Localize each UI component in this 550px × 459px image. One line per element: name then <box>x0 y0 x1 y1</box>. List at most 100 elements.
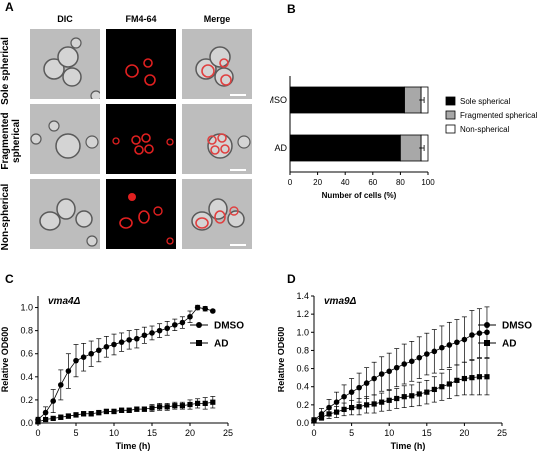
x-axis-label: Time (h) <box>116 441 151 451</box>
data-point <box>431 386 437 393</box>
data-point <box>469 332 475 338</box>
row-label-non-spherical: Non-spherical <box>0 182 24 252</box>
data-point <box>318 414 325 421</box>
merge-image-sole-spherical <box>182 29 252 99</box>
data-point <box>379 399 385 405</box>
legend-label: Sole spherical <box>460 97 510 106</box>
y-tick-label: 0.6 <box>296 364 309 374</box>
data-point <box>81 411 87 417</box>
legend-label: DMSO <box>502 321 532 332</box>
y-tick-label: 1.4 <box>296 291 309 301</box>
data-point <box>134 406 140 412</box>
data-point <box>439 344 445 351</box>
data-point <box>348 389 355 395</box>
fm4-64-image-non-spherical <box>106 179 176 249</box>
data-point <box>179 319 186 326</box>
data-point <box>141 332 148 339</box>
data-point <box>88 350 94 357</box>
data-point <box>156 327 163 334</box>
data-point <box>210 308 216 314</box>
legend-label: Fragmented spherical <box>460 111 538 120</box>
x-axis-label: Time (h) <box>391 441 426 451</box>
data-point <box>484 374 490 380</box>
data-point <box>333 409 340 415</box>
data-point <box>371 401 377 407</box>
row-label-line: spherical <box>11 119 22 163</box>
data-point <box>88 411 94 417</box>
column-header-dic: DIC <box>57 14 73 24</box>
x-tick-label: 100 <box>421 178 435 187</box>
data-point <box>371 375 377 382</box>
data-point <box>202 305 208 312</box>
data-point <box>356 384 362 391</box>
y-axis-label: Relative OD600 <box>278 327 286 393</box>
y-tick-label: 1.2 <box>296 309 309 319</box>
data-point <box>386 397 392 403</box>
data-point <box>134 335 140 342</box>
bar-segment <box>399 134 422 162</box>
data-point <box>73 412 79 418</box>
y-axis-label: Relative OD600 <box>0 327 10 393</box>
series-line <box>37 307 213 420</box>
data-point <box>164 325 170 332</box>
data-point <box>416 391 422 397</box>
dic-image-non-spherical <box>30 179 100 249</box>
data-point <box>326 411 332 417</box>
dic-image-fragmented-spherical <box>30 104 100 174</box>
data-point <box>103 408 109 415</box>
data-point <box>326 404 332 411</box>
merge-image-fragmented-spherical <box>182 104 252 174</box>
data-point <box>424 351 430 357</box>
y-tick-label: 0.8 <box>20 326 33 336</box>
panel-label-a: A <box>5 0 14 14</box>
data-point <box>401 361 408 367</box>
data-point <box>454 377 460 383</box>
data-point <box>80 354 87 360</box>
data-point <box>469 375 475 381</box>
data-point <box>476 374 483 380</box>
data-point <box>58 414 64 420</box>
row-label-line: Non-spherical <box>0 183 11 251</box>
x-tick-label: 20 <box>313 178 322 187</box>
x-tick-label: 0 <box>288 178 293 187</box>
fm4-64-image-sole-spherical <box>106 29 176 99</box>
bar-segment <box>404 86 422 114</box>
x-tick-label: 25 <box>497 428 507 438</box>
y-tick-label: 0.4 <box>20 372 33 382</box>
x-tick-label: 40 <box>341 178 350 187</box>
data-point <box>378 371 385 377</box>
data-point <box>73 357 79 364</box>
category-label: DMSO <box>270 95 287 105</box>
y-tick-label: 0.2 <box>20 395 33 405</box>
strain-label: vma4Δ <box>48 296 81 307</box>
data-point <box>341 393 347 400</box>
data-point <box>111 341 117 348</box>
data-point <box>179 403 185 409</box>
merge-image-non-spherical <box>182 179 252 249</box>
data-point <box>96 410 102 416</box>
legend-label: DMSO <box>214 321 244 332</box>
dic-image-sole-spherical <box>30 29 100 99</box>
data-point <box>58 382 64 388</box>
y-tick-label: 0.0 <box>296 418 309 428</box>
data-point <box>42 409 49 416</box>
series-line <box>313 376 487 421</box>
data-point <box>126 407 132 413</box>
x-tick-label: 25 <box>223 428 233 438</box>
data-point <box>65 368 72 374</box>
fm4-64-image-fragmented-spherical <box>106 104 176 174</box>
data-point <box>446 342 453 348</box>
data-point <box>363 380 370 386</box>
legend-label: Non-spherical <box>460 125 510 134</box>
row-label-fragmented-spherical: Fragmented spherical <box>0 106 24 176</box>
x-tick-label: 0 <box>35 428 40 438</box>
x-tick-label: 20 <box>185 428 195 438</box>
data-point <box>401 394 407 400</box>
data-point <box>119 407 125 413</box>
series-line <box>313 331 488 421</box>
x-tick-label: 0 <box>311 428 316 438</box>
data-point <box>408 358 415 365</box>
data-point <box>172 403 178 409</box>
x-tick-label: 5 <box>73 428 78 438</box>
data-point <box>111 408 117 415</box>
